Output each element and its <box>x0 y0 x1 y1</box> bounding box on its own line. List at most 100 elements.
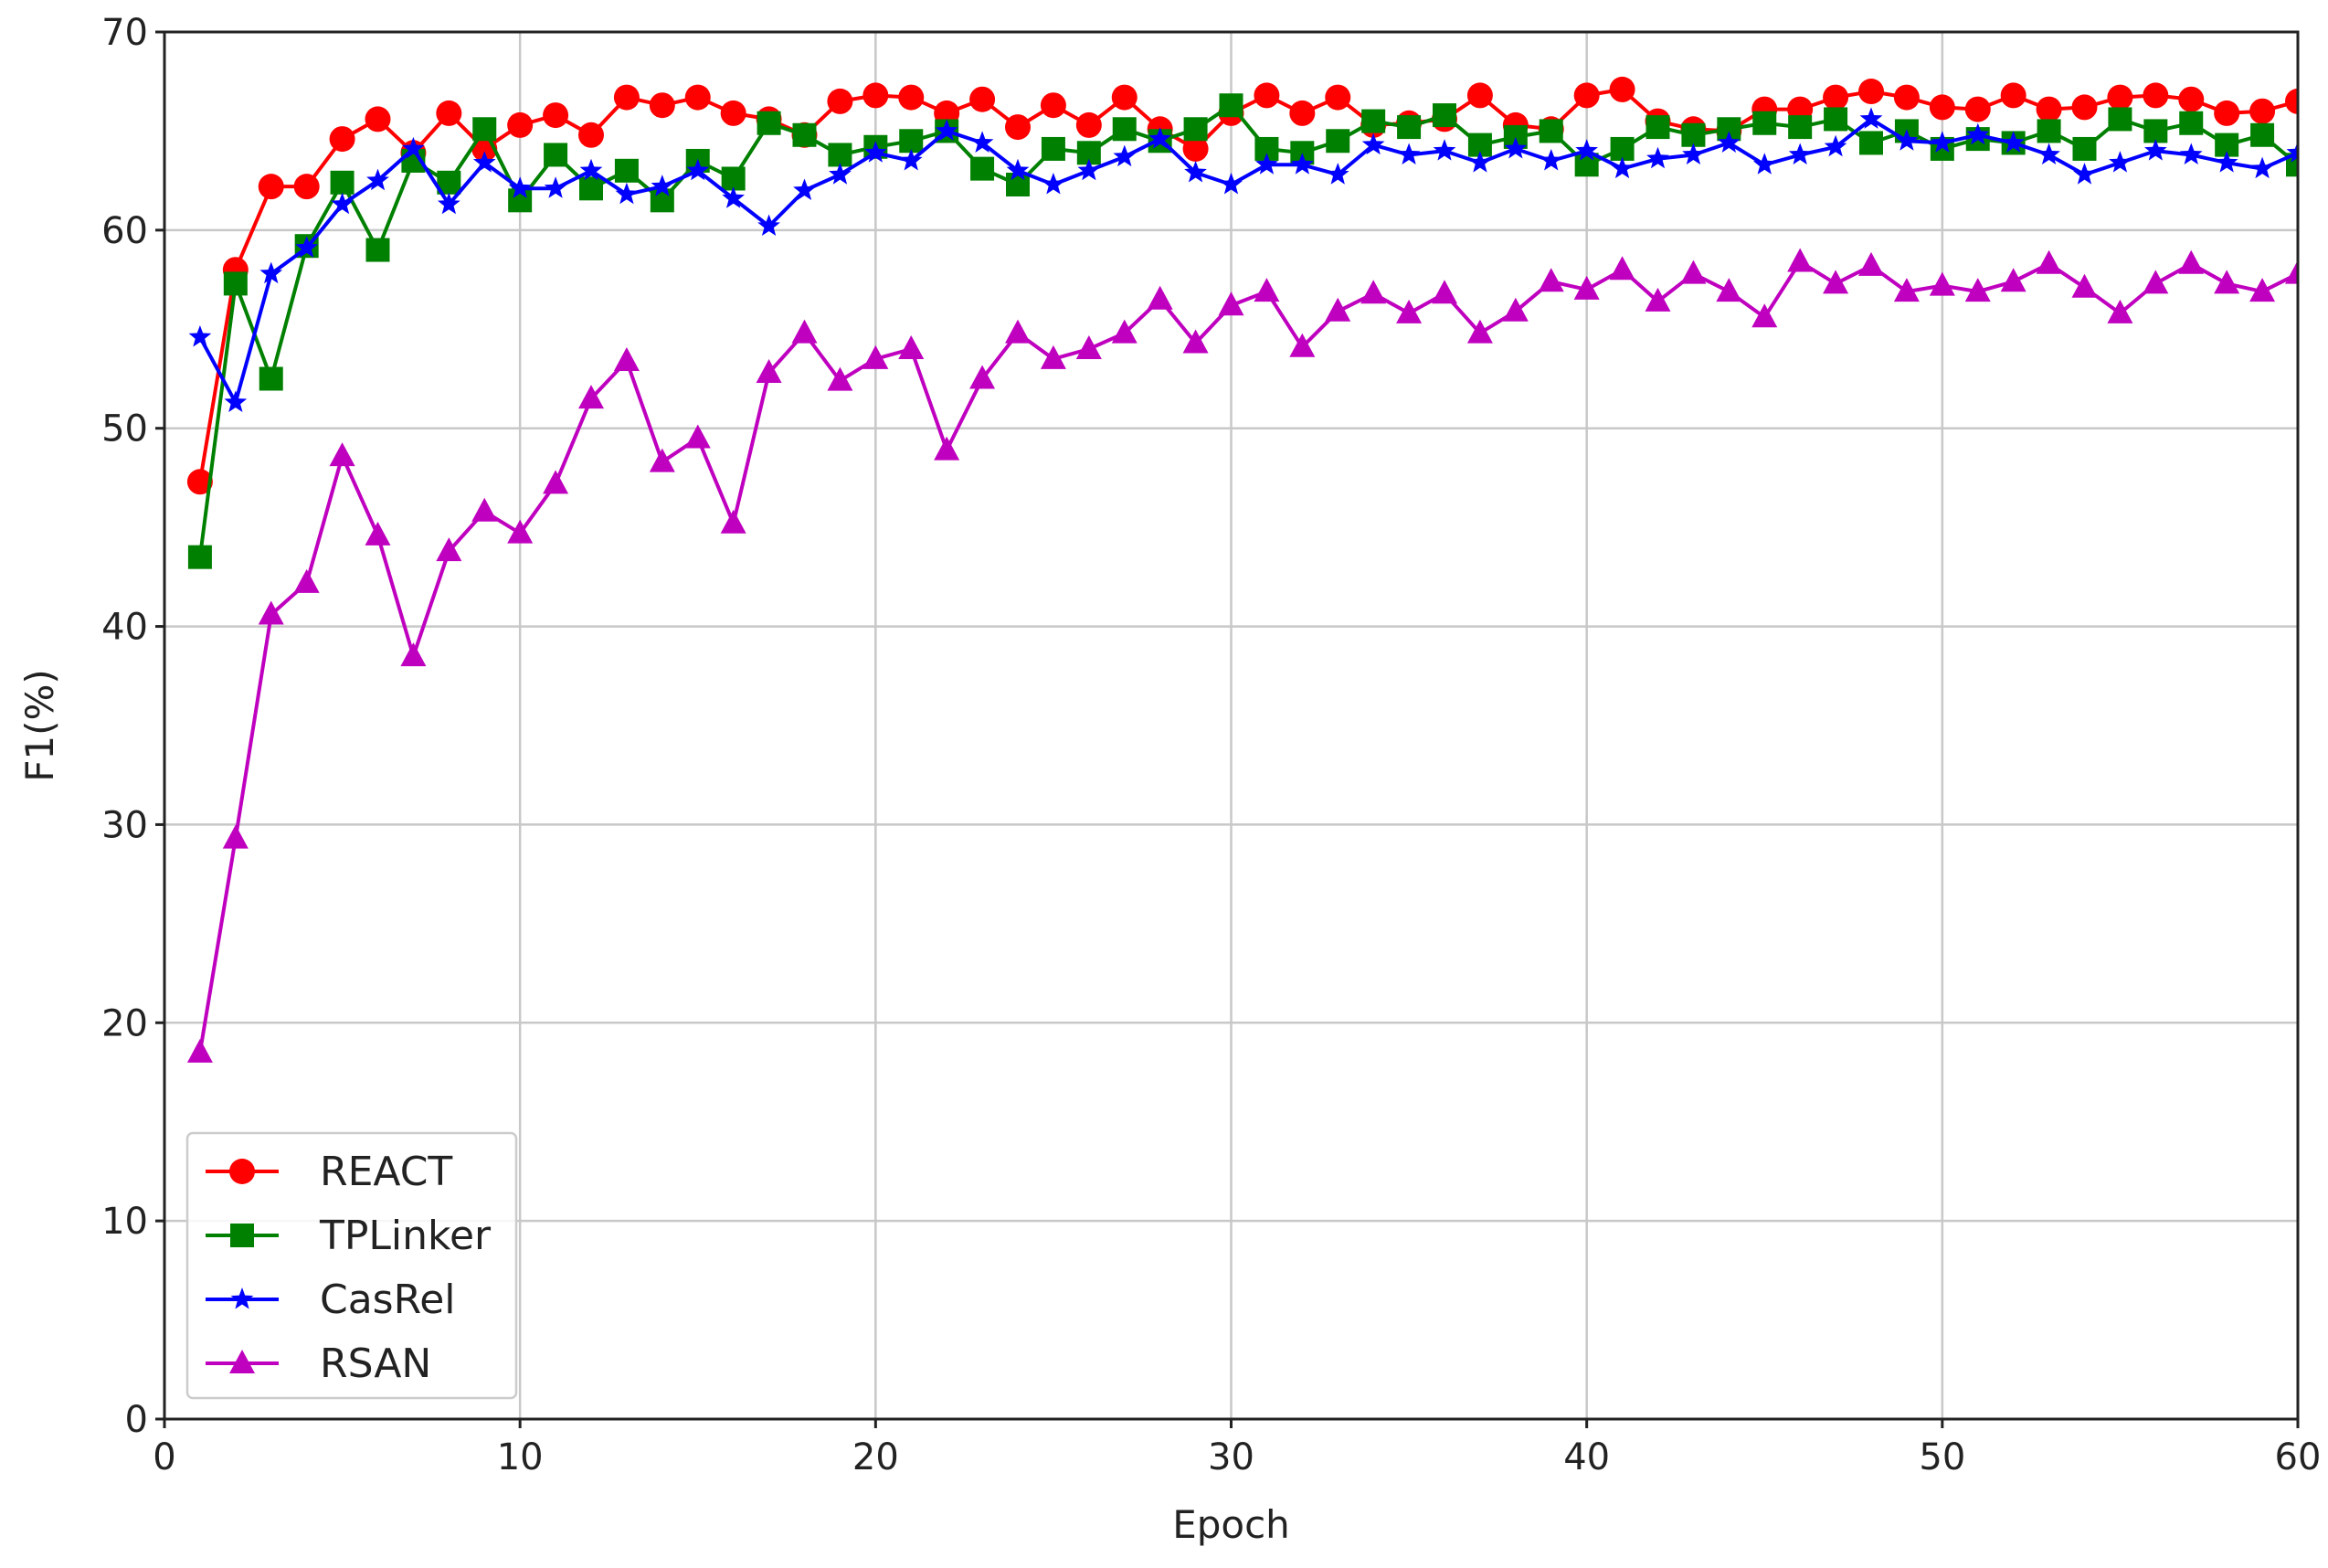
data-point <box>293 568 320 593</box>
data-point <box>614 158 639 183</box>
data-point <box>331 192 354 215</box>
data-point <box>330 170 354 195</box>
data-point <box>2107 299 2133 323</box>
data-point <box>935 119 958 141</box>
data-point <box>2002 131 2025 153</box>
legend-item: TPLinker <box>206 1213 492 1259</box>
data-point <box>544 143 568 167</box>
data-point <box>1502 297 1529 322</box>
data-point <box>1575 139 1598 161</box>
data-point <box>721 166 746 191</box>
legend-marker <box>230 1287 254 1309</box>
legend-item: REACT <box>206 1149 452 1195</box>
data-point <box>1824 134 1847 157</box>
data-point <box>1040 92 1066 119</box>
data-point <box>1397 115 1422 140</box>
data-point <box>1005 114 1031 141</box>
data-point <box>651 175 674 196</box>
legend-label: RSAN <box>320 1340 431 1387</box>
data-point <box>613 346 640 371</box>
data-point <box>508 176 532 198</box>
data-point <box>1468 151 1492 173</box>
data-point <box>898 84 925 111</box>
data-point <box>1396 299 1423 323</box>
data-point <box>187 545 212 569</box>
x-tick-label: 10 <box>497 1436 544 1478</box>
data-point <box>1040 344 1066 369</box>
legend: REACT TPLinker CasRel RSAN <box>185 1131 518 1400</box>
data-point <box>1433 103 1456 128</box>
data-point <box>222 824 249 849</box>
data-point <box>1964 96 1991 122</box>
data-point <box>1893 278 1920 302</box>
data-point <box>2143 270 2169 294</box>
data-point <box>2178 249 2205 274</box>
data-point <box>1397 143 1421 164</box>
series-line <box>198 117 2298 405</box>
data-point <box>436 100 462 126</box>
data-point <box>1859 107 1883 129</box>
y-tick-label: 30 <box>101 804 148 846</box>
data-point <box>757 214 780 236</box>
data-point <box>1788 115 1813 140</box>
data-point <box>1751 303 1778 328</box>
data-point <box>471 497 498 522</box>
data-point <box>1682 143 1705 164</box>
data-point <box>1539 119 1563 143</box>
data-point <box>1077 158 1101 181</box>
data-point <box>792 122 817 147</box>
data-point <box>579 176 603 201</box>
data-point <box>756 358 782 383</box>
data-point <box>1895 129 1919 151</box>
series-tplinker <box>187 93 2298 569</box>
data-point <box>1573 82 1600 109</box>
data-point <box>2036 249 2062 274</box>
data-point <box>613 84 640 111</box>
data-point <box>649 448 675 472</box>
data-point <box>898 334 925 359</box>
data-point <box>544 176 567 198</box>
data-point <box>862 82 889 109</box>
data-point <box>1289 100 1316 126</box>
legend-marker <box>229 1350 255 1373</box>
x-tick-label: 20 <box>852 1436 899 1478</box>
data-point <box>2214 270 2240 294</box>
data-point <box>329 442 355 467</box>
data-point <box>1112 117 1137 142</box>
series-rsan <box>186 248 2298 1063</box>
data-point <box>1964 278 1991 302</box>
data-point <box>329 126 355 153</box>
data-point <box>1787 248 1814 272</box>
data-point <box>1326 129 1350 154</box>
data-point <box>1966 122 1990 145</box>
data-point <box>2214 100 2240 126</box>
data-point <box>1147 285 1173 310</box>
data-point <box>1538 268 1564 292</box>
x-tick-label: 50 <box>1919 1436 1965 1478</box>
x-tick-label: 0 <box>153 1436 175 1478</box>
data-point <box>2000 268 2026 292</box>
data-point <box>1611 156 1634 179</box>
data-point <box>2000 82 2026 109</box>
data-point <box>224 390 248 412</box>
data-point <box>1823 270 1849 294</box>
y-tick-label: 60 <box>101 210 148 252</box>
data-point <box>400 642 427 667</box>
data-point <box>1184 161 1207 183</box>
data-point <box>365 238 390 262</box>
data-point <box>578 385 604 409</box>
data-point <box>472 151 496 173</box>
data-point <box>1609 76 1635 102</box>
data-point <box>1041 136 1065 161</box>
legend-item: CasRel <box>206 1277 456 1323</box>
data-point <box>2144 139 2167 161</box>
data-point <box>1006 172 1030 196</box>
data-point <box>2107 84 2133 111</box>
data-point <box>436 537 462 562</box>
legend-marker <box>229 1159 255 1184</box>
data-point <box>579 158 603 181</box>
data-point <box>1111 84 1138 111</box>
y-tick-label: 10 <box>101 1201 148 1243</box>
data-point <box>507 519 534 544</box>
